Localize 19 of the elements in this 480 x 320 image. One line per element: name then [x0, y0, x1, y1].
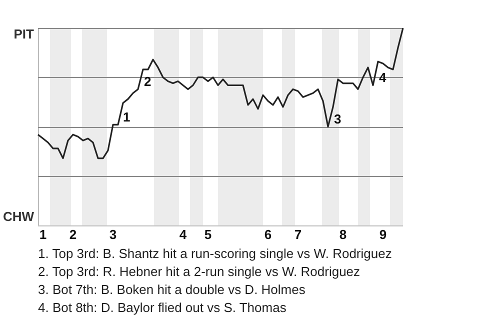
text: 3. Bot 7th: B. Boken hit a double vs D. Holmes [38, 281, 306, 299]
x-tick-label: 9 [379, 226, 387, 242]
annotation: 4 [379, 70, 387, 85]
annotation: 3 [334, 111, 342, 126]
x-tick-label: 1 [39, 226, 47, 242]
text: CHW [2, 208, 35, 224]
x-tick-label: 7 [294, 226, 302, 242]
x-tick-label: 8 [339, 226, 347, 242]
text: 2. Top 3rd: R. Hebner hit a 2-run single vs W. Rodriguez [38, 263, 362, 281]
x-tick-label: 2 [69, 226, 77, 242]
annotation: 2 [144, 74, 152, 89]
x-tick-label: 3 [109, 226, 117, 242]
text: 4. Bot 8th: D. Baylor flied out vs S. Thomas [38, 299, 288, 317]
x-tick-label: 4 [179, 226, 188, 242]
text: 1. Top 3rd: B. Shantz hit a run-scoring single vs W. Rodriguez [38, 245, 392, 263]
x-tick-label: 6 [264, 226, 272, 242]
annotation: 1 [123, 109, 130, 124]
text: PIT [14, 26, 34, 42]
x-tick-label: 5 [204, 226, 212, 242]
